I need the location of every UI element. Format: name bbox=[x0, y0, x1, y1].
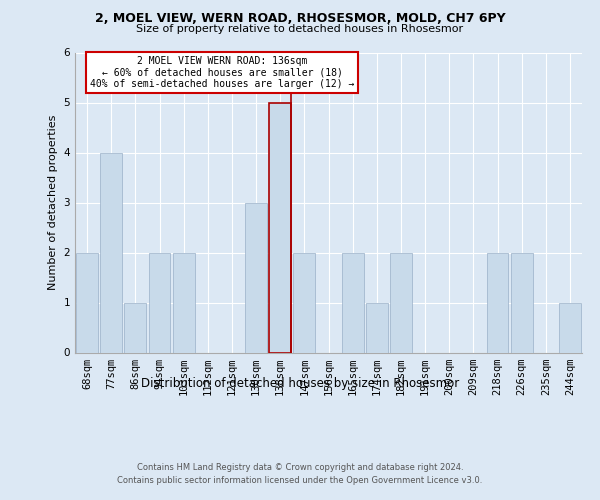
Bar bbox=[487, 252, 508, 352]
Text: Contains public sector information licensed under the Open Government Licence v3: Contains public sector information licen… bbox=[118, 476, 482, 485]
Text: Contains HM Land Registry data © Crown copyright and database right 2024.: Contains HM Land Registry data © Crown c… bbox=[137, 462, 463, 471]
Y-axis label: Number of detached properties: Number of detached properties bbox=[48, 115, 58, 290]
Text: 2, MOEL VIEW, WERN ROAD, RHOSESMOR, MOLD, CH7 6PY: 2, MOEL VIEW, WERN ROAD, RHOSESMOR, MOLD… bbox=[95, 12, 505, 26]
Bar bbox=[559, 302, 581, 352]
Bar bbox=[269, 102, 291, 352]
Bar bbox=[173, 252, 194, 352]
Bar bbox=[76, 252, 98, 352]
Bar bbox=[293, 252, 315, 352]
Bar bbox=[342, 252, 364, 352]
Bar bbox=[390, 252, 412, 352]
Text: Size of property relative to detached houses in Rhosesmor: Size of property relative to detached ho… bbox=[136, 24, 464, 34]
Bar bbox=[245, 202, 267, 352]
Text: Distribution of detached houses by size in Rhosesmor: Distribution of detached houses by size … bbox=[141, 378, 459, 390]
Bar bbox=[124, 302, 146, 352]
Bar bbox=[366, 302, 388, 352]
Text: 2 MOEL VIEW WERN ROAD: 136sqm
← 60% of detached houses are smaller (18)
40% of s: 2 MOEL VIEW WERN ROAD: 136sqm ← 60% of d… bbox=[90, 56, 354, 88]
Bar bbox=[100, 152, 122, 352]
Bar bbox=[149, 252, 170, 352]
Bar bbox=[511, 252, 533, 352]
